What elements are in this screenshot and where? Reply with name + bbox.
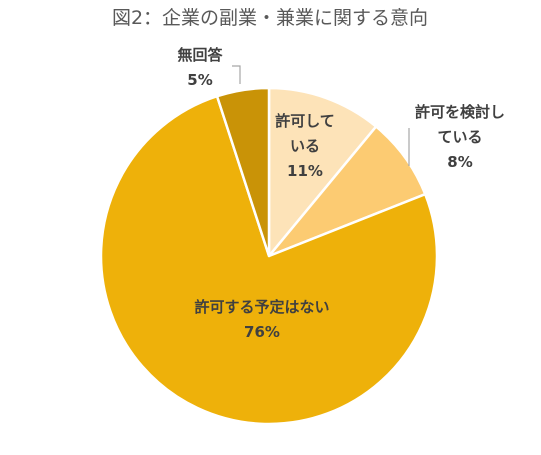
slice-label-1-line-1: 許可して (275, 112, 335, 130)
slice-label-3-line-1: 許可する予定はない (194, 298, 329, 316)
slice-value-label-4: 5% (187, 71, 212, 89)
slice-value-label-2: 8% (447, 153, 472, 171)
slice-value-label-3: 76% (244, 323, 280, 341)
pie-slice-1 (267, 86, 378, 258)
leader-line-4 (232, 65, 241, 84)
pie-slices (99, 86, 439, 426)
slice-label-2-line-2: ている (437, 128, 482, 146)
slice-label-1-line-2: いる (290, 137, 320, 155)
slice-value-label-1: 11% (287, 162, 323, 180)
pie-slice-4 (215, 86, 271, 258)
chart-title: 図2：企業の副業・兼業に関する意向 (112, 7, 428, 29)
pie-slice-3 (99, 94, 439, 426)
slice-label-4-line-1: 無回答 (177, 46, 223, 64)
slice-label-2-line-1: 許可を検討し (415, 103, 505, 121)
leader-lines (232, 65, 410, 166)
